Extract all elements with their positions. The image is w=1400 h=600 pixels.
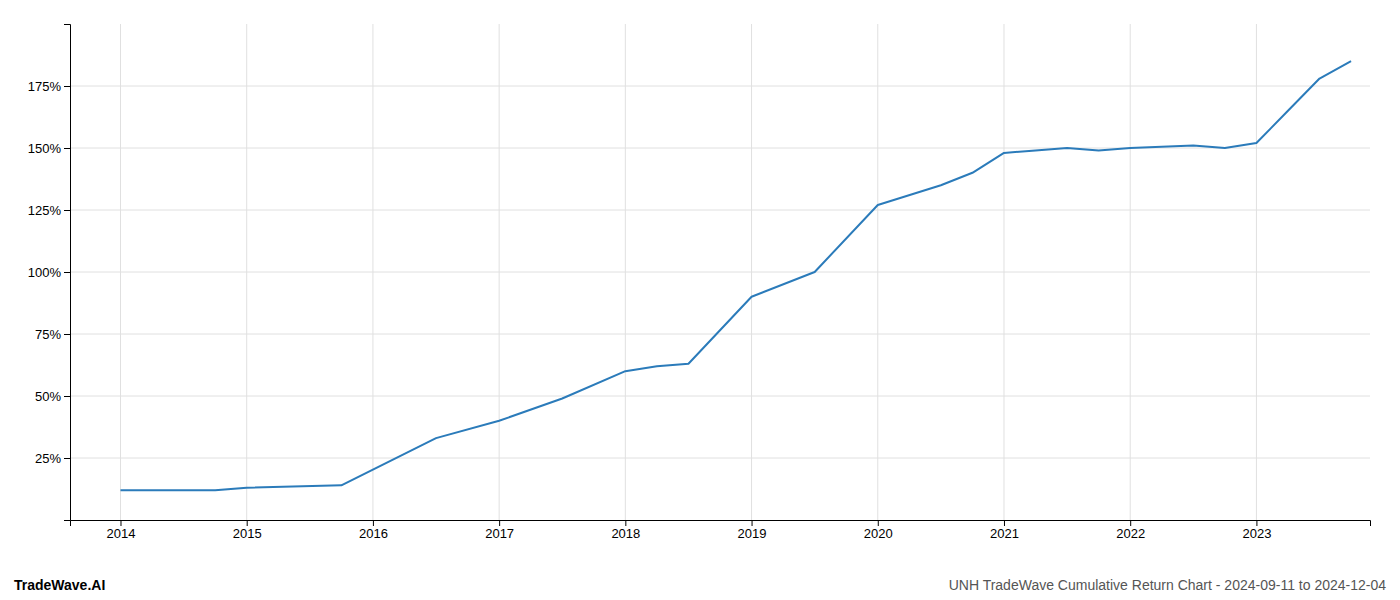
grid-line	[70, 86, 1370, 87]
tick-label: 150%	[28, 141, 62, 156]
tick: 2018	[611, 520, 640, 541]
footer-right: UNH TradeWave Cumulative Return Chart - …	[949, 577, 1387, 593]
grid-line	[877, 24, 878, 520]
tick: 100%	[28, 265, 70, 280]
grid-line	[70, 148, 1370, 149]
chart: 2014 2015 2016 2017 2018 2019 2020 2021 2022 2023…	[0, 0, 1400, 600]
grid-line	[372, 24, 373, 520]
tick: 2021	[990, 520, 1019, 541]
tick: 175%	[28, 79, 70, 94]
footer-left: TradeWave.AI	[14, 577, 105, 593]
grid-line	[499, 24, 500, 520]
tick-mark	[752, 520, 753, 526]
plot: 2014 2015 2016 2017 2018 2019 2020 2021 2022 2023…	[28, 24, 1371, 541]
tick-mark	[64, 210, 70, 211]
tick-label: 2021	[990, 526, 1019, 541]
tick-mark	[64, 458, 70, 459]
tick-label: 2023	[1242, 526, 1271, 541]
axis-line	[64, 25, 71, 521]
line	[120, 61, 1351, 490]
tick-label: 125%	[28, 203, 62, 218]
tick-mark	[120, 520, 121, 526]
tick: 2020	[864, 520, 893, 541]
tick: 150%	[28, 141, 70, 156]
tick: 2016	[359, 520, 388, 541]
tick: 2014	[107, 520, 136, 541]
tick-label: 2019	[738, 526, 767, 541]
x-axis: 2014 2015 2016 2017 2018 2019 2020 2021 2022 2023	[71, 520, 1371, 541]
tick-label: 2016	[359, 526, 388, 541]
grid-line	[70, 458, 1370, 459]
grid-line	[1130, 24, 1131, 520]
tick-mark	[64, 86, 70, 87]
tick-mark	[499, 520, 500, 526]
tick-mark	[64, 334, 70, 335]
grid-line	[246, 24, 247, 520]
tick-label: 2017	[485, 526, 514, 541]
grid-line	[70, 396, 1370, 397]
tick-mark	[1004, 520, 1005, 526]
tick-label: 2022	[1116, 526, 1145, 541]
tick-mark	[247, 520, 248, 526]
tick: 2015	[233, 520, 262, 541]
tick-label: 175%	[28, 79, 62, 94]
grid-line	[70, 334, 1370, 335]
marks	[120, 61, 1351, 490]
tick-mark	[625, 520, 626, 526]
tick-mark	[373, 520, 374, 526]
tick-label: 100%	[28, 265, 62, 280]
grid-line	[1003, 24, 1004, 520]
tick-label: 75%	[35, 327, 61, 342]
tick: 25%	[35, 451, 70, 466]
y-axis: 25% 50% 75% 100% 125% 150% 175%	[28, 25, 71, 521]
tick: 2022	[1116, 520, 1145, 541]
tick-label: 2014	[107, 526, 136, 541]
tick-label: 2018	[611, 526, 640, 541]
tick: 125%	[28, 203, 70, 218]
tick-label: 2020	[864, 526, 893, 541]
grid-line	[70, 210, 1370, 211]
tick-mark	[878, 520, 879, 526]
tick-label: 2015	[233, 526, 262, 541]
tick: 2017	[485, 520, 514, 541]
tick-mark	[64, 148, 70, 149]
grid-line	[70, 272, 1370, 273]
tick-label: 50%	[35, 389, 61, 404]
tick-label: 25%	[35, 451, 61, 466]
tick: 75%	[35, 327, 70, 342]
axis-line	[71, 521, 1371, 527]
tick-mark	[64, 396, 70, 397]
grid-line	[120, 24, 121, 520]
grid-line	[751, 24, 752, 520]
grid-line	[625, 24, 626, 520]
tick-mark	[1130, 520, 1131, 526]
tick-mark	[64, 272, 70, 273]
grid	[70, 24, 1370, 520]
tick: 2023	[1242, 520, 1271, 541]
grid-line	[1256, 24, 1257, 520]
tick-mark	[1256, 520, 1257, 526]
tick: 2019	[738, 520, 767, 541]
tick: 50%	[35, 389, 70, 404]
